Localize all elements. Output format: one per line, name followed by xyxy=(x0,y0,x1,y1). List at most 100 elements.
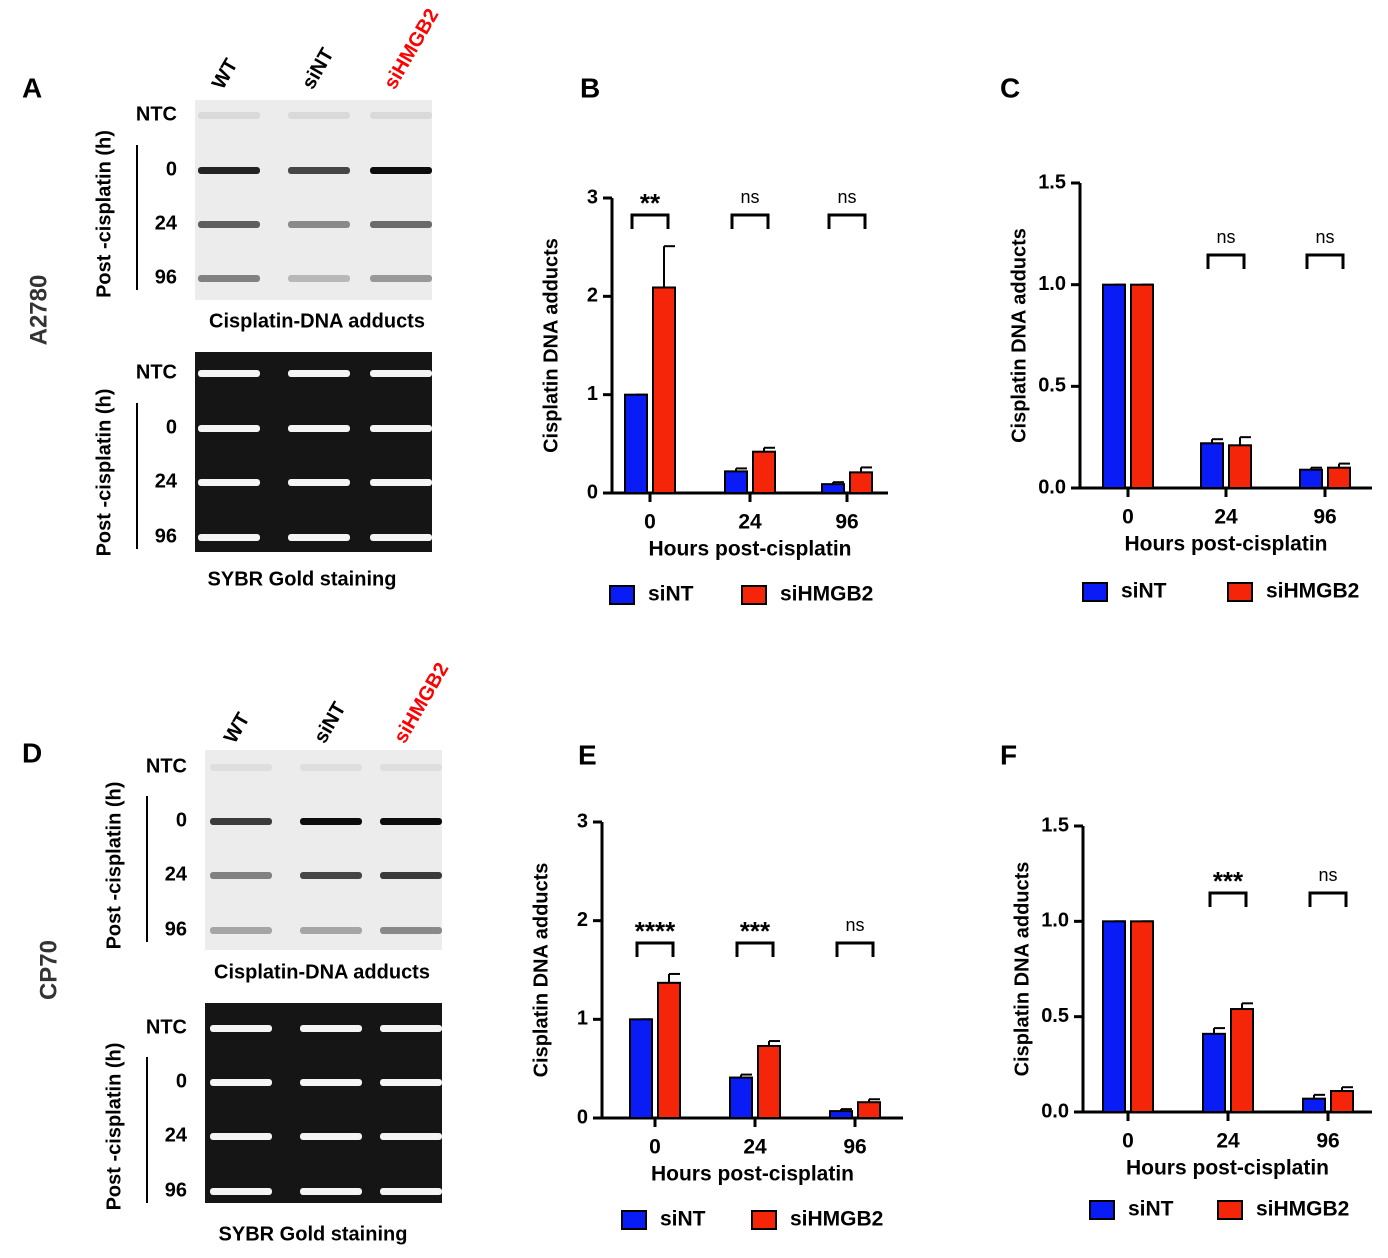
band xyxy=(300,764,362,771)
row-label: NTC xyxy=(136,103,177,125)
significance-label: ns xyxy=(740,187,759,207)
bar xyxy=(1302,1097,1326,1113)
significance-bracket xyxy=(1208,891,1248,907)
band xyxy=(288,221,350,228)
band xyxy=(370,479,432,486)
bar xyxy=(757,1044,781,1120)
band xyxy=(380,927,442,934)
band xyxy=(198,479,260,486)
significance-label: ns xyxy=(1216,227,1235,247)
y-tick-label: 3 xyxy=(587,186,598,208)
rows-title: Post -cisplatin (h) xyxy=(103,782,125,950)
band xyxy=(288,534,350,541)
y-axis-title: Cisplatin DNA adducts xyxy=(530,863,552,1078)
significance-bracket xyxy=(1305,253,1345,269)
panel-label: C xyxy=(1000,72,1020,103)
band xyxy=(198,425,260,432)
band xyxy=(370,370,432,377)
legend-swatch xyxy=(1227,582,1253,602)
bar xyxy=(624,393,648,494)
blot-caption: Cisplatin-DNA adducts xyxy=(214,961,430,983)
significance-label: *** xyxy=(1213,866,1244,896)
band xyxy=(370,221,432,228)
row-label: NTC xyxy=(146,755,187,777)
row-label: 24 xyxy=(165,1124,188,1146)
y-tick-label: 0 xyxy=(587,481,598,503)
significance-bracket xyxy=(1308,891,1348,907)
lane-label: WT xyxy=(220,709,255,747)
band xyxy=(288,370,350,377)
row-label: 0 xyxy=(166,416,177,438)
band xyxy=(380,818,442,825)
panel-label: F xyxy=(1000,739,1017,770)
bar xyxy=(1327,466,1351,489)
row-label: 24 xyxy=(155,212,178,234)
cell-line-label: A2780 xyxy=(25,275,52,346)
legend-swatch xyxy=(621,1210,647,1230)
band xyxy=(210,872,272,879)
y-tick-label: 1.5 xyxy=(1041,814,1069,836)
significance-bracket xyxy=(635,941,675,957)
band xyxy=(300,1025,362,1032)
band xyxy=(300,818,362,825)
blot-caption: Cisplatin-DNA adducts xyxy=(209,310,425,332)
band xyxy=(198,221,260,228)
row-label: 24 xyxy=(155,470,178,492)
row-label: 96 xyxy=(155,266,177,288)
band xyxy=(370,112,432,119)
x-axis-title: Hours post-cisplatin xyxy=(648,538,851,561)
cell-line-label: CP70 xyxy=(35,940,62,1000)
panel-label: B xyxy=(580,72,600,103)
significance-label: ns xyxy=(1315,227,1334,247)
legend-swatch xyxy=(1217,1200,1243,1220)
bar xyxy=(1130,283,1154,489)
row-label: 0 xyxy=(166,158,177,180)
x-tick-label: 0 xyxy=(644,511,656,534)
band xyxy=(210,764,272,771)
band xyxy=(380,764,442,771)
band xyxy=(380,872,442,879)
band xyxy=(198,167,260,174)
bar xyxy=(629,1018,653,1119)
band xyxy=(380,1188,442,1195)
bar xyxy=(1330,1090,1354,1113)
y-axis-title: Cisplatin DNA adducts xyxy=(540,238,562,453)
significance-label: ns xyxy=(837,187,856,207)
legend-label: siNT xyxy=(1128,1198,1174,1221)
x-tick-label: 24 xyxy=(1216,1130,1240,1153)
legend-label: siNT xyxy=(648,583,694,606)
legend-swatch xyxy=(751,1210,777,1230)
x-tick-label: 96 xyxy=(835,511,858,534)
panel-label: E xyxy=(578,739,597,770)
rows-title: Post -cisplatin (h) xyxy=(93,130,115,298)
band xyxy=(210,1079,272,1086)
band xyxy=(288,479,350,486)
band xyxy=(300,872,362,879)
significance-bracket xyxy=(827,213,867,229)
row-label: 24 xyxy=(165,863,188,885)
band xyxy=(370,425,432,432)
x-axis-title: Hours post-cisplatin xyxy=(651,1163,854,1186)
y-tick-label: 1 xyxy=(587,383,598,405)
significance-bracket xyxy=(1206,253,1246,269)
bar xyxy=(729,1076,753,1119)
blot-caption: SYBR Gold staining xyxy=(219,1223,408,1245)
band xyxy=(300,1133,362,1140)
band xyxy=(288,425,350,432)
lane-label: siHMGB2 xyxy=(390,659,454,747)
bar xyxy=(652,286,676,494)
rows-title: Post -cisplatin (h) xyxy=(93,389,115,557)
significance-bracket xyxy=(835,941,875,957)
adduct-blot xyxy=(205,750,442,950)
lane-label: WT xyxy=(208,55,243,93)
band xyxy=(380,1133,442,1140)
band xyxy=(198,275,260,282)
x-tick-label: 24 xyxy=(1214,506,1238,529)
significance-label: *** xyxy=(740,916,771,946)
legend-swatch xyxy=(1082,582,1108,602)
band xyxy=(210,1188,272,1195)
x-tick-label: 0 xyxy=(1122,1130,1134,1153)
y-tick-label: 2 xyxy=(577,909,588,931)
legend-label: siHMGB2 xyxy=(1266,580,1359,603)
